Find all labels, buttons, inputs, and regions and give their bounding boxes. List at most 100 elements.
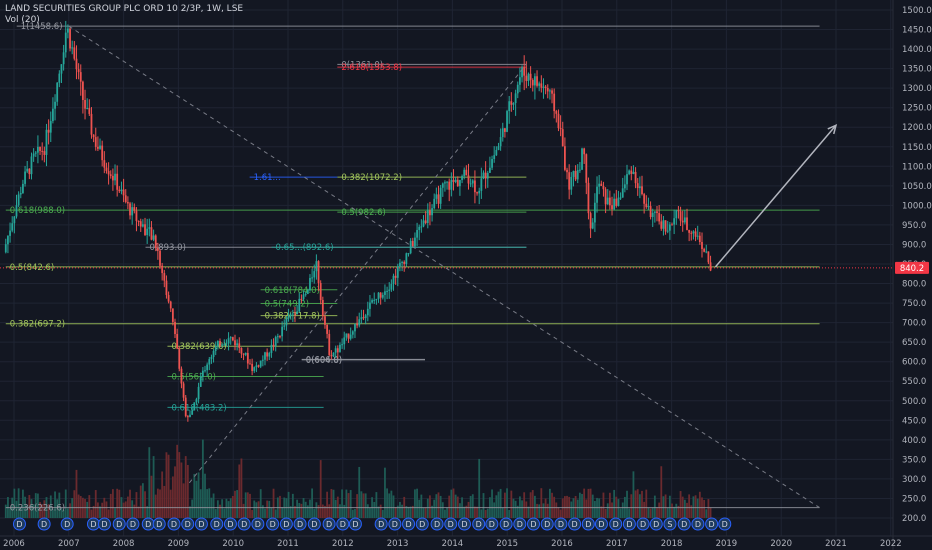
fibonacci-levels[interactable]: 1(1458.6) 0(1361.0)2.618(1353.8) 0.382(107… [5,22,820,514]
dividend-marker[interactable] [513,517,527,531]
dividend-marker[interactable] [181,517,195,531]
dividend-marker[interactable] [677,517,691,531]
volume-bar [416,488,418,518]
dividend-marker[interactable] [581,517,595,531]
volume-bar [199,489,202,518]
volume-bar [219,504,221,518]
volume-bar [482,493,485,518]
dividend-marker[interactable] [388,517,402,531]
volume-bar [512,498,515,518]
dividend-marker[interactable] [152,517,166,531]
dividend-marker[interactable] [251,517,265,531]
candle-body [270,344,273,354]
volume-bar [122,502,125,518]
volume-bar [608,492,611,518]
price-tick-label: 750.0 [902,299,926,309]
volume-bar [651,507,654,518]
dividend-marker[interactable] [194,517,208,531]
candle-body [189,414,191,417]
fib-level-label: 0(1361.0) [341,60,383,70]
dividend-marker[interactable] [307,517,321,531]
dividend-marker[interactable] [12,517,26,531]
dividend-marker[interactable] [37,517,51,531]
dividend-marker[interactable] [279,517,293,531]
price-tick-label: 1000.0 [902,201,932,211]
volume-bar [433,499,436,518]
dividend-marker[interactable] [554,517,568,531]
dividend-marker[interactable] [293,517,307,531]
dividend-marker[interactable] [60,517,74,531]
volume-bar [673,506,676,518]
volume-bar [114,508,116,518]
event-marker-label: D [283,520,289,529]
volume-bar [634,490,637,518]
dividend-marker[interactable] [348,517,362,531]
dividend-marker[interactable] [210,517,224,531]
dividend-marker[interactable] [718,517,732,531]
volume-bar [124,501,127,518]
dividend-marker[interactable] [499,517,513,531]
price-tick-label: 1450.0 [902,26,932,36]
candle-body [122,189,125,196]
drawing-annotations[interactable] [68,25,838,509]
dividend-marker[interactable] [266,517,280,531]
dividend-marker[interactable] [112,517,126,531]
candle-body [334,348,337,353]
candle-body [504,128,506,132]
dividend-marker[interactable] [336,517,350,531]
dividend-marker[interactable] [568,517,582,531]
candle-body [459,180,461,187]
dividend-marker[interactable] [223,517,237,531]
dividend-marker[interactable] [444,517,458,531]
candle-body [386,290,388,292]
symbol-title[interactable]: LAND SECURITIES GROUP PLC ORD 10 2/3P, 1… [5,4,244,14]
volume-bar [392,495,395,518]
candle-body [686,217,688,230]
dividend-marker[interactable] [374,517,388,531]
last-price-badge[interactable] [895,261,929,274]
volume-legend[interactable]: Vol (20) [5,15,40,25]
dividend-marker[interactable] [322,517,336,531]
dividend-marker[interactable] [457,517,471,531]
candle-body [683,217,686,223]
dividend-marker[interactable] [97,517,111,531]
candle-body [274,336,277,347]
time-axis[interactable]: 2006 2007 2008 2009 2010 2011 2012 2013 2014 2015… [0,535,932,549]
dividend-marker[interactable] [594,517,608,531]
candle-body [313,271,316,278]
dividend-marker[interactable] [705,517,719,531]
dividend-marker[interactable] [649,517,663,531]
volume-bar [13,488,16,518]
candle-body [471,180,474,184]
dividend-marker[interactable] [415,517,429,531]
dividend-marker[interactable] [237,517,251,531]
candle-body [351,331,354,335]
candle-body [424,220,427,223]
dividend-marker[interactable] [430,517,444,531]
candle-body [446,181,448,183]
candle-body [296,311,299,315]
dividend-marker[interactable] [609,517,623,531]
split-marker[interactable] [663,517,677,531]
candle-body [4,244,7,253]
projection-arrow-line[interactable] [714,124,837,268]
dividend-marker[interactable] [472,517,486,531]
dividend-marker[interactable] [527,517,541,531]
dividend-marker[interactable] [126,517,140,531]
dividend-marker[interactable] [485,517,499,531]
dividend-marker[interactable] [540,517,554,531]
dividend-marker[interactable] [622,517,636,531]
dividend-marker[interactable] [167,517,181,531]
dividend-marker[interactable] [691,517,705,531]
candle-body [647,206,650,208]
candle-body [519,77,521,85]
projection-arrow-head[interactable] [827,123,838,135]
dividend-marker[interactable] [402,517,416,531]
trend-line[interactable] [188,64,527,484]
dividend-marker[interactable] [636,517,650,531]
candle-body [527,73,530,82]
volume-bar [540,488,543,518]
